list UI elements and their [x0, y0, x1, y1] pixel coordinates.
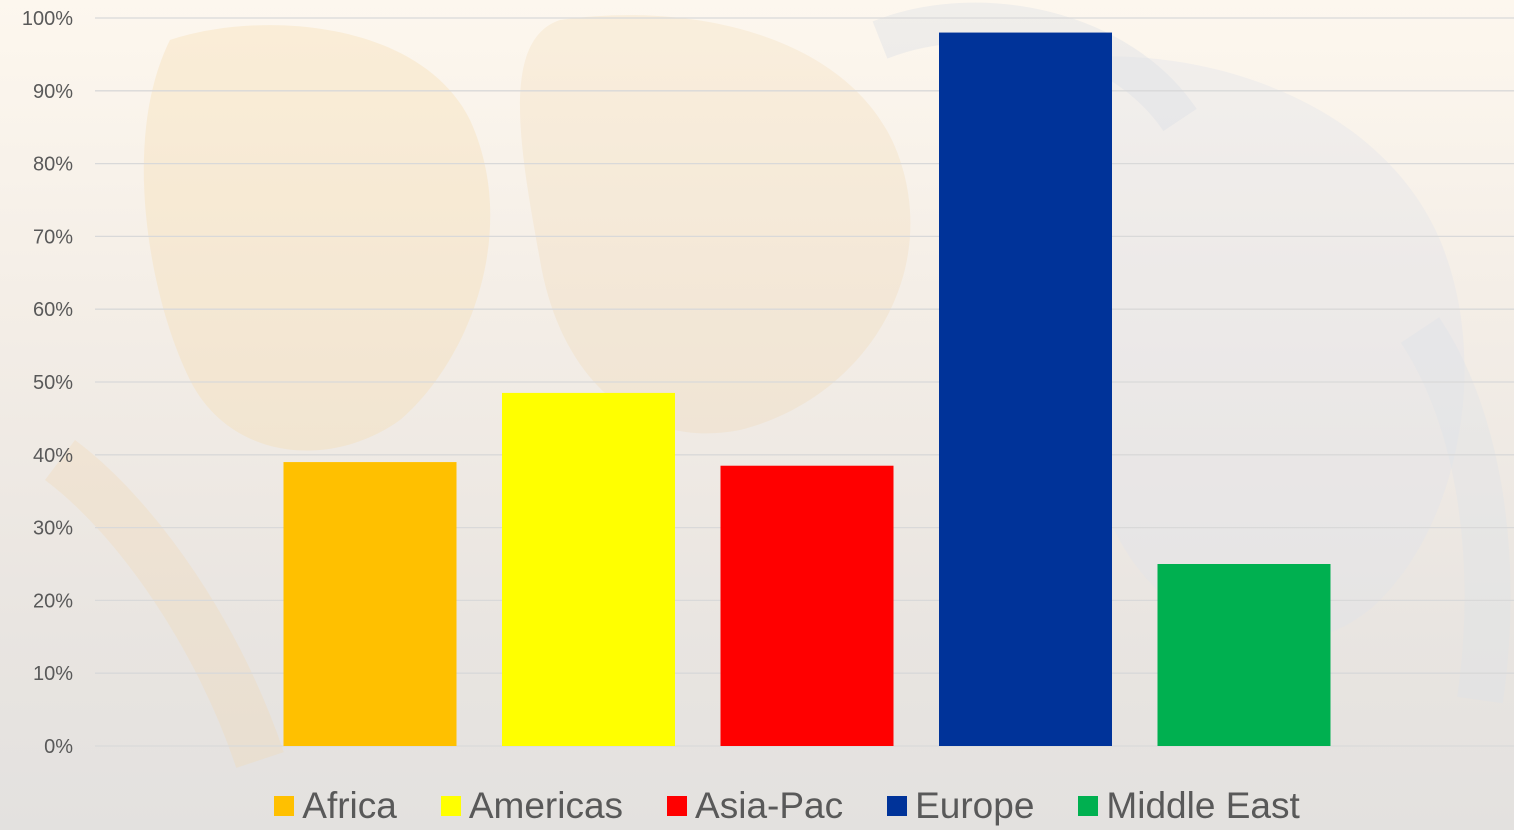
bar-europe	[939, 33, 1112, 746]
legend-swatch	[1078, 796, 1098, 816]
y-tick-label: 0%	[44, 736, 73, 758]
bar-americas	[502, 393, 675, 746]
legend-item-africa: Africa	[274, 785, 397, 827]
bar-africa	[284, 462, 457, 746]
y-tick-label: 50%	[33, 372, 73, 394]
legend-label: Asia-Pac	[695, 785, 843, 827]
bar-middle-east	[1158, 564, 1331, 746]
chart-legend: Africa Americas Asia-Pac Europe Middle East	[0, 782, 1514, 830]
y-tick-label: 90%	[33, 81, 73, 103]
legend-label: Middle East	[1106, 785, 1299, 827]
y-tick-label: 80%	[33, 154, 73, 176]
y-tick-label: 10%	[33, 663, 73, 685]
y-tick-label: 40%	[33, 445, 73, 467]
y-tick-label: 100%	[22, 8, 73, 30]
y-tick-label: 20%	[33, 590, 73, 612]
legend-item-asia-pac: Asia-Pac	[667, 785, 843, 827]
legend-swatch	[274, 796, 294, 816]
bar-asia-pac	[721, 466, 894, 746]
legend-label: Africa	[302, 785, 397, 827]
y-tick-label: 70%	[33, 226, 73, 248]
legend-item-middle-east: Middle East	[1078, 785, 1299, 827]
legend-item-americas: Americas	[441, 785, 623, 827]
legend-swatch	[887, 796, 907, 816]
bars	[284, 33, 1331, 746]
legend-label: Europe	[915, 785, 1034, 827]
legend-swatch	[667, 796, 687, 816]
legend-label: Americas	[469, 785, 623, 827]
legend-swatch	[441, 796, 461, 816]
legend-item-europe: Europe	[887, 785, 1034, 827]
y-axis-ticks: 0% 10% 20% 30% 40% 50% 60% 70% 80% 90% 100%	[22, 8, 73, 758]
y-tick-label: 60%	[33, 299, 73, 321]
y-tick-label: 30%	[33, 518, 73, 540]
